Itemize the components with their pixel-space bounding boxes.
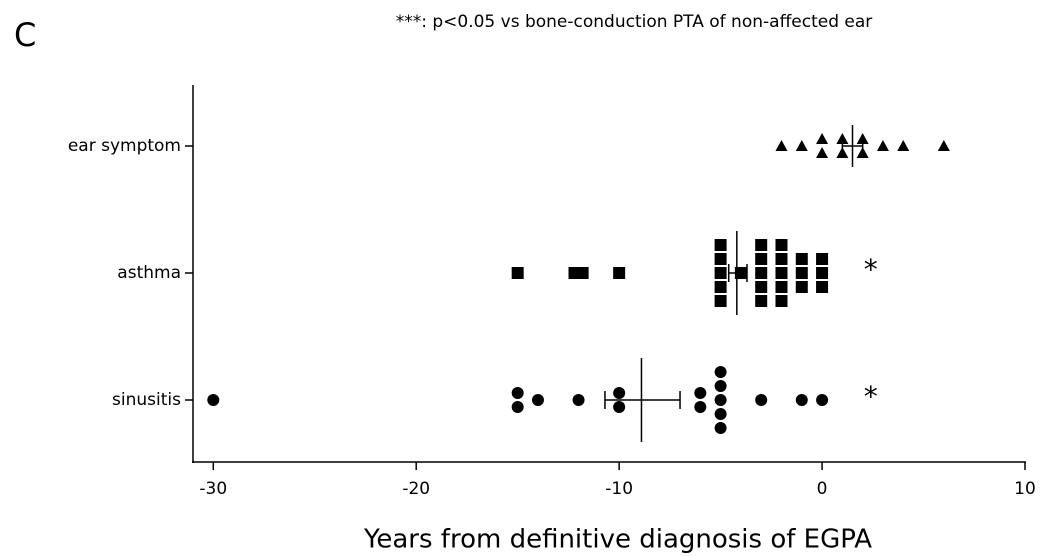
square-point bbox=[755, 239, 768, 251]
square-point bbox=[755, 281, 768, 293]
x-tick-label: -10 bbox=[605, 479, 633, 499]
square-point bbox=[714, 239, 727, 251]
square-point bbox=[714, 281, 727, 293]
circle-point bbox=[613, 387, 626, 399]
circle-point bbox=[714, 408, 727, 420]
x-tick-label: 0 bbox=[817, 479, 828, 499]
square-point bbox=[775, 267, 788, 279]
square-point bbox=[816, 267, 829, 279]
x-axis-label: Years from definitive diagnosis of EGPA bbox=[363, 525, 872, 555]
square-point bbox=[775, 239, 788, 251]
square-point bbox=[576, 267, 589, 279]
triangle-point bbox=[897, 140, 910, 151]
triangle-point bbox=[816, 147, 829, 158]
triangle-point bbox=[876, 140, 889, 151]
triangle-point bbox=[795, 140, 808, 151]
square-point bbox=[775, 253, 788, 265]
triangle-point bbox=[775, 140, 788, 151]
square-point bbox=[714, 295, 727, 307]
triangle-point bbox=[816, 133, 829, 144]
y-tick-label: sinusitis bbox=[112, 390, 181, 410]
y-tick-label: ear symptom bbox=[68, 136, 181, 156]
square-point bbox=[775, 295, 788, 307]
triangle-point bbox=[937, 140, 950, 151]
x-tick-label: -30 bbox=[199, 479, 227, 499]
square-point bbox=[795, 253, 808, 265]
circle-point bbox=[207, 394, 220, 406]
square-point bbox=[795, 267, 808, 279]
circle-point bbox=[714, 394, 727, 406]
square-point bbox=[755, 267, 768, 279]
circle-point bbox=[694, 401, 707, 413]
circle-point bbox=[755, 394, 768, 406]
circle-point bbox=[613, 401, 626, 413]
panel-label: C bbox=[14, 16, 36, 54]
x-tick-label: 10 bbox=[1014, 479, 1036, 499]
chart-title: ***: p<0.05 vs bone-conduction PTA of no… bbox=[396, 12, 873, 32]
circle-point bbox=[714, 422, 727, 434]
square-point bbox=[816, 281, 829, 293]
circle-point bbox=[714, 366, 727, 378]
x-tick-label: -20 bbox=[402, 479, 430, 499]
circle-point bbox=[816, 394, 829, 406]
square-point bbox=[714, 267, 727, 279]
square-point bbox=[775, 281, 788, 293]
square-point bbox=[755, 295, 768, 307]
square-point bbox=[511, 267, 524, 279]
circle-point bbox=[694, 387, 707, 399]
square-point bbox=[755, 253, 768, 265]
square-point bbox=[714, 253, 727, 265]
square-point bbox=[816, 253, 829, 265]
circle-point bbox=[572, 394, 585, 406]
circle-point bbox=[511, 387, 524, 399]
significance-mark: * bbox=[864, 380, 878, 413]
y-tick-label: asthma bbox=[117, 263, 181, 283]
circle-point bbox=[531, 394, 544, 406]
circle-point bbox=[511, 401, 524, 413]
square-point bbox=[795, 281, 808, 293]
significance-mark: * bbox=[864, 253, 878, 286]
circle-point bbox=[714, 380, 727, 392]
square-point bbox=[613, 267, 626, 279]
circle-point bbox=[795, 394, 808, 406]
